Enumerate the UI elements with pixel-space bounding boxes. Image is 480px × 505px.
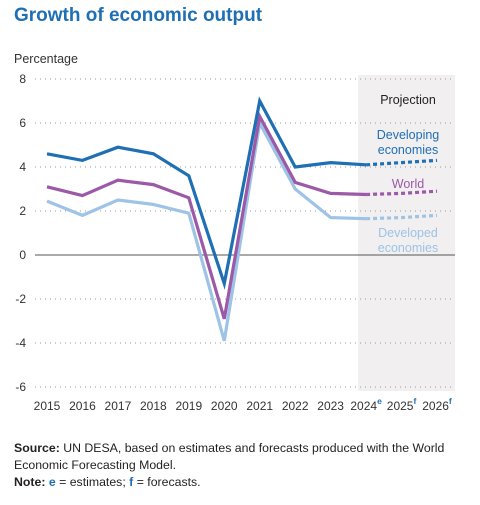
series-line-solid	[46, 96, 367, 290]
y-tick-label: 8	[19, 72, 26, 86]
y-tick-label: -6	[15, 380, 26, 394]
series-label: Developed	[378, 226, 438, 240]
line-chart: Projection 8 6 4 2 0 -2 -4 -6 2015 2016 2017 2018 2…	[15, 72, 455, 413]
note-e: e	[48, 475, 56, 489]
note-end: = forecasts.	[133, 475, 201, 489]
series-line-dashed	[365, 158, 438, 167]
series-label: Developing	[377, 128, 440, 142]
projection-label: Projection	[380, 93, 436, 107]
x-tick-label: 2015	[34, 399, 61, 413]
y-tick-label: 2	[19, 204, 26, 218]
x-tick-label: 2025f	[387, 396, 417, 413]
x-tick-superscript: f	[413, 396, 416, 406]
series-line-dashed	[366, 189, 438, 197]
series-line-dashed	[366, 213, 438, 221]
y-tick-label: 0	[19, 248, 26, 262]
y-tick-label: 4	[19, 160, 26, 174]
y-tick-label: -4	[15, 336, 26, 350]
projection-region	[358, 75, 455, 391]
x-tick-superscript: e	[377, 396, 382, 406]
series-line-solid	[46, 118, 367, 342]
series-label: World	[392, 177, 424, 191]
x-tick-label: 2022	[282, 399, 309, 413]
abbreviation-note: Note: e = estimates; f = forecasts.	[14, 474, 466, 491]
series-label: economies	[378, 143, 438, 157]
y-axis-label: Percentage	[14, 52, 78, 66]
note-f: f	[129, 475, 134, 489]
x-tick-label: 2018	[140, 399, 167, 413]
x-tick-label: 2024e	[350, 396, 382, 413]
chart-footer: Source: UN DESA, based on estimates and …	[14, 440, 466, 491]
x-tick-label: 2019	[175, 399, 202, 413]
x-tick-label: 2016	[69, 399, 96, 413]
series-label: economies	[378, 241, 438, 255]
x-tick-label: 2020	[211, 399, 238, 413]
source-note: Source: UN DESA, based on estimates and …	[14, 440, 466, 474]
x-tick-label: 2023	[317, 399, 344, 413]
note-label: Note:	[14, 475, 46, 489]
series-line-solid	[46, 111, 367, 320]
note-mid: = estimates;	[55, 475, 130, 489]
source-label: Source:	[14, 441, 60, 455]
y-tick-label: -2	[15, 292, 26, 306]
x-tick-superscript: f	[449, 396, 452, 406]
x-tick-label: 2017	[105, 399, 132, 413]
x-tick-label: 2021	[246, 399, 273, 413]
source-text: UN DESA, based on estimates and forecast…	[14, 441, 445, 472]
y-tick-label: 6	[19, 116, 26, 130]
chart-title: Growth of economic output	[14, 5, 263, 26]
x-tick-label: 2026f	[422, 396, 452, 413]
